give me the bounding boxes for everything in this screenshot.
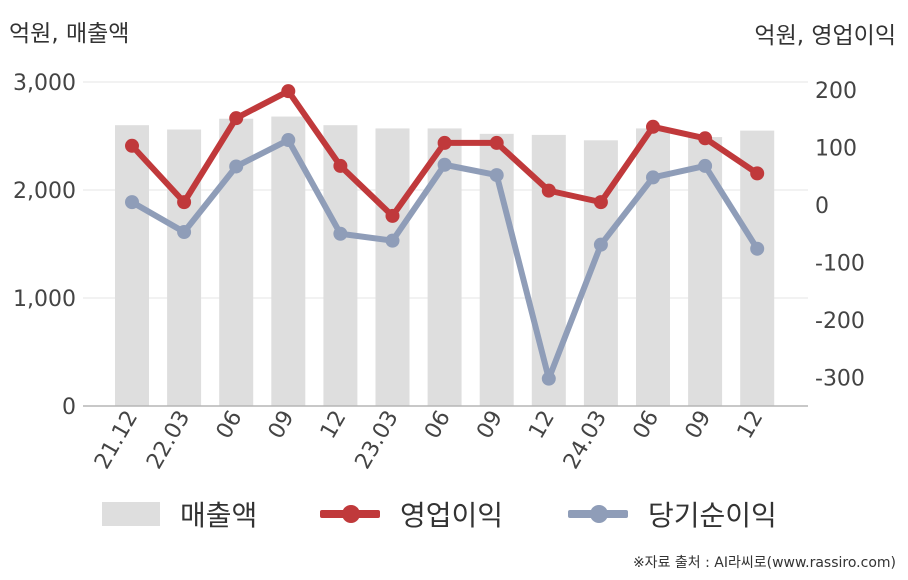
x-tick-label: 12 xyxy=(316,407,352,444)
x-tick-label: 12 xyxy=(733,407,769,444)
point-operating-profit xyxy=(229,111,244,126)
point-net-income xyxy=(177,225,192,240)
x-tick-label: 12 xyxy=(524,407,560,444)
bar-revenue xyxy=(167,129,202,406)
right-axis-unit: 억원, 영업이익 xyxy=(754,23,896,49)
bar-revenue xyxy=(688,137,723,406)
x-tick-label: 22.03 xyxy=(142,407,195,474)
point-net-income xyxy=(750,241,765,256)
x-tick-label: 24.03 xyxy=(559,407,612,474)
legend-swatch-net-income xyxy=(568,505,628,523)
left-axis-unit: 억원, 매출액 xyxy=(9,21,130,47)
point-operating-profit xyxy=(281,84,296,99)
point-operating-profit xyxy=(437,135,452,150)
right-tick-label: 200 xyxy=(815,79,857,104)
right-tick-label: -200 xyxy=(815,309,865,334)
point-net-income xyxy=(281,133,296,148)
legend-swatch-operating-profit xyxy=(320,505,380,523)
point-net-income xyxy=(541,371,556,386)
point-operating-profit xyxy=(333,158,348,173)
point-operating-profit xyxy=(385,208,400,223)
x-tick-label: 06 xyxy=(212,407,248,444)
point-operating-profit xyxy=(750,166,765,181)
legend-item-revenue: 매출액 xyxy=(102,494,257,534)
combo-chart: 0 1,000 2,000 3,000 -300 -200 -100 0 100 200 21.12… xyxy=(13,71,865,474)
point-net-income xyxy=(489,168,504,183)
point-operating-profit xyxy=(646,119,660,134)
point-net-income xyxy=(698,158,713,173)
left-tick-label: 1,000 xyxy=(13,287,76,312)
legend-label-revenue: 매출액 xyxy=(180,499,258,532)
right-tick-label: 100 xyxy=(815,137,857,162)
legend-item-net-income: 당기순이익 xyxy=(568,494,777,534)
point-net-income xyxy=(229,159,244,174)
x-tick-label: 06 xyxy=(629,407,665,444)
x-tick-label: 23.03 xyxy=(351,407,404,474)
bar-revenue xyxy=(531,134,566,407)
left-tick-label: 3,000 xyxy=(13,71,76,96)
point-operating-profit xyxy=(177,195,192,210)
bar-revenue xyxy=(375,128,410,406)
source-note: ※자료 출처 : AI라씨로(www.rassiro.com) xyxy=(632,555,896,571)
bar-revenue xyxy=(636,128,670,406)
right-tick-label: 0 xyxy=(815,194,829,219)
x-tick-label: 06 xyxy=(420,407,456,444)
right-tick-label: -300 xyxy=(815,367,865,392)
x-tick-label: 09 xyxy=(264,407,300,444)
point-net-income xyxy=(125,195,139,210)
legend-label-operating-profit: 영업이익 xyxy=(400,499,504,532)
x-tick-label: 09 xyxy=(472,407,508,444)
x-tick-label: 09 xyxy=(681,407,717,444)
x-tick-label: 21.12 xyxy=(90,407,143,474)
left-tick-label: 0 xyxy=(62,395,76,420)
point-operating-profit xyxy=(489,135,504,150)
point-operating-profit xyxy=(541,183,556,198)
legend-label-net-income: 당기순이익 xyxy=(648,499,777,532)
legend-item-operating-profit: 영업이익 xyxy=(320,494,503,534)
point-net-income xyxy=(333,226,348,241)
bar-revenue xyxy=(115,125,149,406)
point-net-income xyxy=(593,237,608,252)
point-net-income xyxy=(646,170,660,185)
point-net-income xyxy=(385,233,400,248)
point-operating-profit xyxy=(125,138,139,153)
point-operating-profit xyxy=(698,131,713,146)
legend-swatch-revenue xyxy=(102,502,160,526)
point-net-income xyxy=(437,157,452,172)
bar-revenue xyxy=(427,128,462,406)
right-tick-label: -100 xyxy=(815,252,865,277)
point-operating-profit xyxy=(593,195,608,210)
left-tick-label: 2,000 xyxy=(13,179,76,204)
